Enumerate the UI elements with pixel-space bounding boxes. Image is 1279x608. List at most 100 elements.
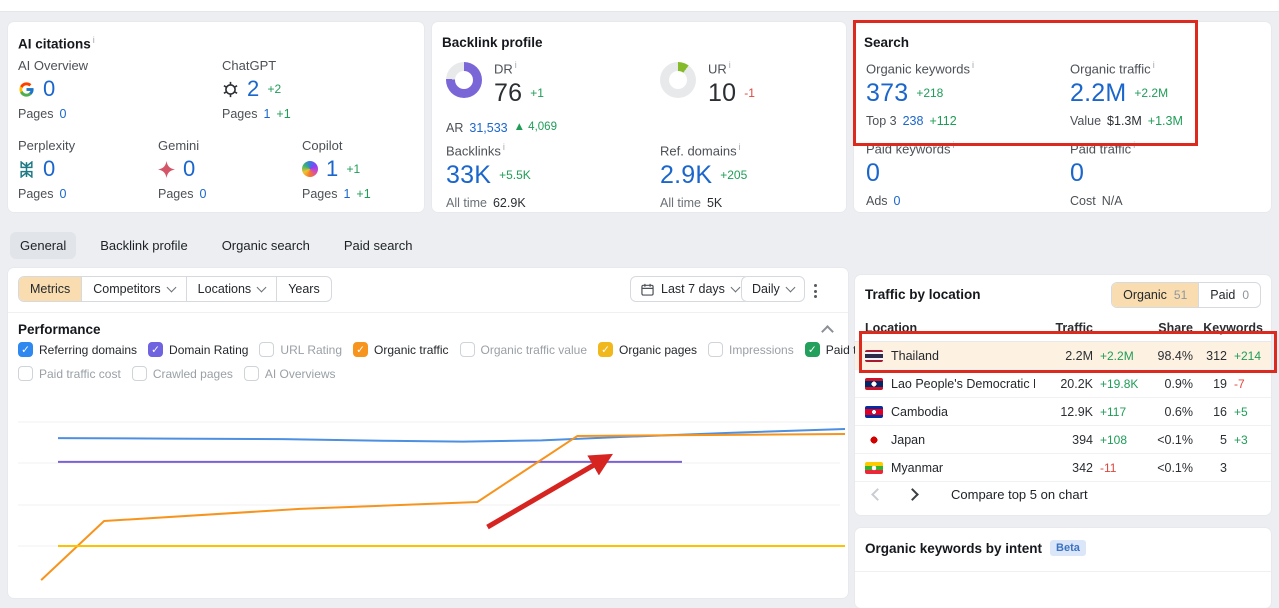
metric-checkbox-domain-rating[interactable]: ✓ Domain Rating — [148, 342, 248, 357]
share-value: <0.1% — [1157, 432, 1193, 447]
search-title: Search — [864, 35, 910, 50]
info-icon[interactable]: i — [1152, 60, 1155, 70]
location-name: Thailand — [891, 348, 939, 363]
metric-checkbox-organic-pages[interactable]: ✓ Organic pages — [598, 342, 697, 357]
backlinks-value[interactable]: 33K — [446, 160, 492, 189]
metric-checkbox-url-rating[interactable]: URL Rating — [259, 342, 342, 357]
location-row-lao[interactable]: Lao People's Democratic Reput 20.2K +19.… — [855, 370, 1271, 398]
locations-dropdown[interactable]: Locations — [185, 277, 277, 301]
metric-checkbox-impressions[interactable]: Impressions — [708, 342, 794, 357]
pages-value[interactable]: 1 — [343, 187, 351, 201]
ads-value[interactable]: 0 — [893, 194, 901, 209]
organic-traffic-value[interactable]: 2.2M — [1070, 78, 1127, 107]
pages-value[interactable]: 0 — [199, 187, 207, 201]
tab-organic-search[interactable]: Organic search — [221, 238, 310, 253]
share-value: 0.9% — [1164, 376, 1194, 391]
keywords-value[interactable]: 16 — [1213, 404, 1227, 419]
granularity-dropdown[interactable]: Daily — [741, 276, 805, 302]
metric-checkbox-crawled-pages[interactable]: Crawled pages — [131, 366, 233, 381]
compare-top5-link[interactable]: Compare top 5 on chart — [951, 487, 1088, 502]
tab-backlink-profile[interactable]: Backlink profile — [100, 238, 188, 253]
calendar-icon — [641, 283, 654, 296]
location-row-thailand[interactable]: Thailand 2.2M +2.2M 98.4% 312 +214 — [855, 342, 1271, 370]
japan-flag — [865, 433, 883, 446]
info-icon[interactable]: i — [738, 142, 741, 152]
alltime-value: 5K — [706, 196, 723, 211]
dr-metric: DR i 76 +1 — [494, 60, 544, 107]
toggle-paid[interactable]: Paid 0 — [1198, 283, 1260, 307]
paid-keywords-value[interactable]: 0 — [866, 158, 881, 187]
organic-paid-toggle: Organic 51 Paid 0 — [1111, 282, 1261, 308]
years-button[interactable]: Years — [276, 277, 331, 301]
location-row-myanmar[interactable]: Myanmar 342 -11 <0.1% 3 — [855, 454, 1271, 482]
chart-more-menu[interactable] — [808, 278, 823, 304]
chevron-down-icon — [785, 282, 796, 293]
location-row-japan[interactable]: Japan 394 +108 <0.1% 5 +3 — [855, 426, 1271, 454]
organic-keywords-value[interactable]: 373 — [866, 78, 909, 107]
info-icon[interactable]: i — [502, 142, 505, 152]
tab-paid-search[interactable]: Paid search — [343, 238, 413, 253]
metric-checkbox-organic-traffic-value[interactable]: Organic traffic value — [459, 342, 587, 357]
competitors-dropdown[interactable]: Competitors — [81, 277, 185, 301]
location-row-cambodia[interactable]: Cambodia 12.9K +117 0.6% 16 +5 — [855, 398, 1271, 426]
pages-value[interactable]: 0 — [59, 187, 67, 201]
info-icon[interactable]: i — [952, 140, 955, 150]
info-icon[interactable]: i — [514, 60, 517, 70]
laos-flag — [865, 377, 883, 390]
info-icon[interactable]: i — [92, 35, 95, 45]
location-name: Lao People's Democratic Reput — [891, 376, 1035, 391]
ai-source-label: Perplexity — [18, 138, 76, 153]
share-value: <0.1% — [1157, 460, 1193, 475]
col-location[interactable]: Location — [865, 321, 918, 335]
location-table: Location Traffic Share Keywords Thailand… — [855, 315, 1271, 482]
ai-citation-count[interactable]: 0 — [43, 156, 56, 181]
traffic-delta: +108 — [1100, 432, 1128, 447]
collapse-section-icon[interactable] — [821, 325, 834, 338]
top3-value[interactable]: 238 — [902, 114, 924, 129]
ai-citation-count[interactable]: 0 — [43, 76, 56, 101]
col-share[interactable]: Share — [1158, 321, 1193, 335]
ai-citation-count[interactable]: 0 — [183, 156, 196, 181]
performance-line-chart[interactable] — [8, 395, 848, 595]
value-delta: +1.3M — [1147, 114, 1183, 129]
metric-checkbox-organic-traffic[interactable]: ✓ Organic traffic — [353, 342, 449, 357]
keywords-value[interactable]: 312 — [1206, 348, 1227, 363]
metric-checkbox-referring-domains[interactable]: ✓ Referring domains — [18, 342, 137, 357]
info-icon[interactable]: i — [1133, 140, 1136, 150]
pages-label: Pages — [18, 107, 54, 121]
ar-label: AR — [446, 121, 464, 135]
ar-value[interactable]: 31,533 — [469, 121, 508, 135]
value-label: Value — [1070, 114, 1102, 129]
info-icon[interactable]: i — [728, 60, 731, 70]
traffic-delta: +2.2M — [1100, 348, 1134, 363]
ref-domains-value[interactable]: 2.9K — [660, 160, 713, 189]
ai-citation-count[interactable]: 1 — [326, 156, 339, 181]
info-icon[interactable]: i — [972, 60, 975, 70]
ai-citation-count[interactable]: 2 — [247, 76, 260, 101]
traffic-delta: +117 — [1100, 404, 1127, 419]
metric-checkbox-ai-overviews[interactable]: AI Overviews — [243, 366, 336, 381]
col-traffic[interactable]: Traffic — [1055, 321, 1093, 335]
metrics-button[interactable]: Metrics — [19, 277, 82, 301]
toggle-organic[interactable]: Organic 51 — [1112, 283, 1199, 307]
keywords-by-intent-title: Organic keywords by intent Beta — [865, 540, 1086, 556]
pages-value[interactable]: 1 — [263, 107, 271, 121]
backlink-profile-title: Backlink profile — [442, 35, 543, 50]
keywords-value[interactable]: 3 — [1220, 460, 1227, 475]
traffic-value: 394 — [1072, 432, 1093, 447]
next-page-icon[interactable] — [906, 488, 919, 501]
paid-traffic-value[interactable]: 0 — [1070, 158, 1085, 187]
pages-delta: +1 — [356, 187, 371, 201]
keywords-by-intent-card: Organic keywords by intent Beta — [855, 528, 1271, 608]
organic-keywords-label: Organic keywords — [866, 61, 971, 77]
col-keywords[interactable]: Keywords — [1203, 321, 1263, 335]
perplexity-icon — [18, 160, 35, 178]
date-range-dropdown[interactable]: Last 7 days — [630, 276, 750, 302]
metric-checkbox-paid-traffic-cost[interactable]: Paid traffic cost — [18, 366, 121, 381]
prev-page-icon[interactable] — [871, 488, 884, 501]
dr-value: 76 — [494, 78, 523, 107]
keywords-value[interactable]: 5 — [1220, 432, 1227, 447]
tab-general[interactable]: General — [10, 232, 77, 259]
keywords-value[interactable]: 19 — [1213, 376, 1227, 391]
pages-value[interactable]: 0 — [59, 107, 67, 121]
